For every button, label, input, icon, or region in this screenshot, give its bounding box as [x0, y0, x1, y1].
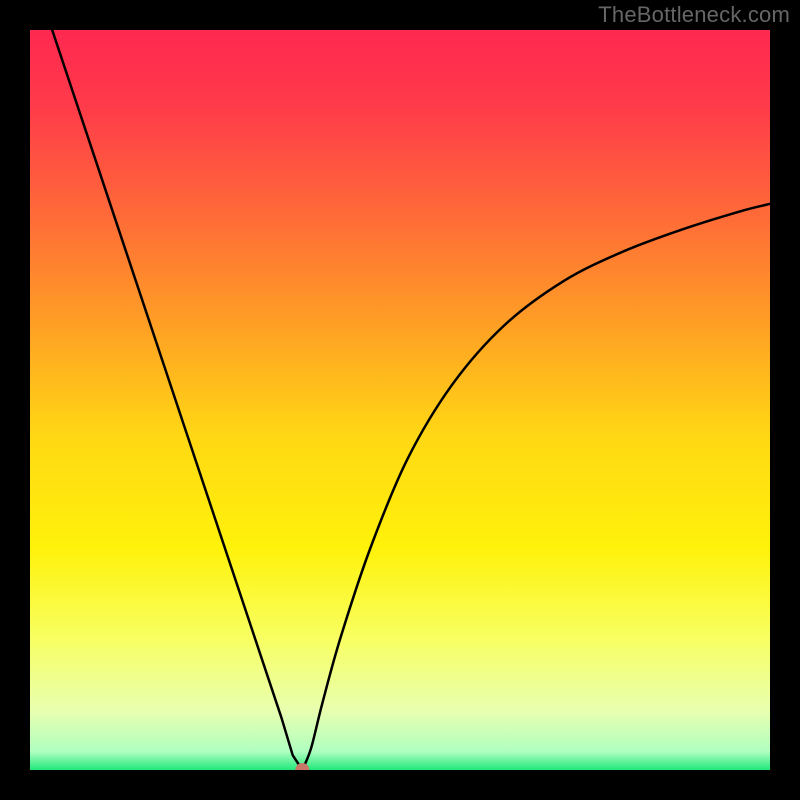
chart-container: TheBottleneck.com [0, 0, 800, 800]
chart-area [30, 30, 770, 770]
bottleneck-chart [30, 30, 770, 770]
chart-background [30, 30, 770, 770]
watermark-text: TheBottleneck.com [598, 2, 790, 28]
